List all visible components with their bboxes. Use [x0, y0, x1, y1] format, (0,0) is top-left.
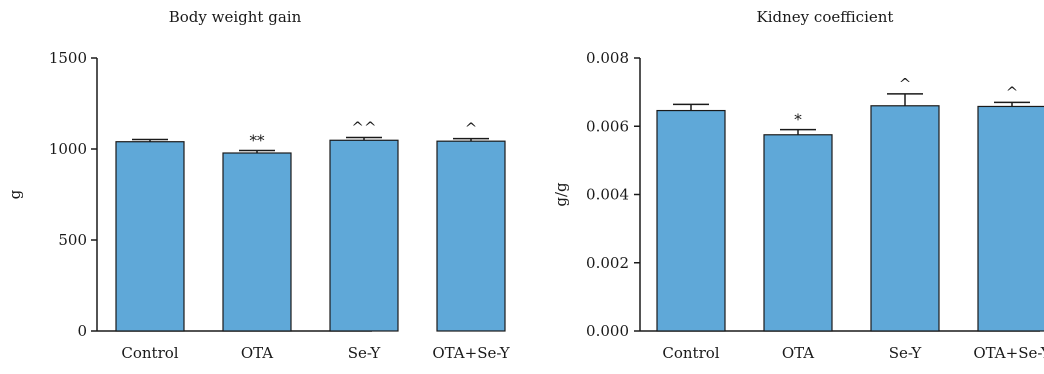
x-category-label: Control	[662, 344, 719, 362]
bar-ota-se-y	[977, 105, 1044, 332]
y-tick-label: 0.002	[586, 254, 629, 272]
significance-marker: ^	[1006, 83, 1019, 101]
x-category-label: OTA+Se-Y	[432, 344, 510, 362]
chart-panel-2: Kidney coefficient g/g 0.000 0.002 0.004 0.00…	[552, 8, 1044, 362]
significance-marker: **	[250, 131, 266, 149]
x-category-label: OTA	[782, 344, 814, 362]
y-tick-label: 0.000	[586, 322, 629, 340]
y-tick-label: 0.004	[586, 186, 629, 204]
y-axis-label: g/g	[552, 182, 570, 207]
chart-panel-1: Body weight gain g 0 500 1000 1500 Control ** OT…	[6, 8, 511, 362]
chart-title: Body weight gain	[169, 8, 302, 26]
x-category-label: OTA+Se-Y	[973, 344, 1044, 362]
bar-control	[656, 109, 726, 332]
significance-marker: ^	[465, 120, 478, 138]
x-category-label: OTA	[241, 344, 273, 362]
x-category-label: Se-Y	[348, 344, 382, 362]
y-tick-label: 1500	[49, 49, 87, 67]
bar-se-y	[329, 139, 399, 332]
bar-ota-se-y	[436, 140, 506, 332]
significance-marker: *	[794, 111, 802, 129]
y-axis-label: g	[6, 189, 24, 199]
y-tick-label: 0.008	[586, 49, 629, 67]
bar-se-y	[870, 105, 940, 332]
y-tick-label: 0.006	[586, 117, 629, 135]
y-tick-label: 500	[58, 231, 87, 249]
x-category-label: Se-Y	[889, 344, 923, 362]
bar-ota	[763, 134, 833, 332]
x-category-label: Control	[121, 344, 178, 362]
significance-marker: ^^	[351, 119, 376, 137]
y-tick-label: 1000	[49, 140, 87, 158]
significance-marker: ^	[899, 75, 912, 93]
bar-control	[115, 141, 185, 332]
bar-ota	[222, 152, 292, 332]
y-tick-label: 0	[77, 322, 87, 340]
chart-title: Kidney coefficient	[757, 8, 894, 26]
